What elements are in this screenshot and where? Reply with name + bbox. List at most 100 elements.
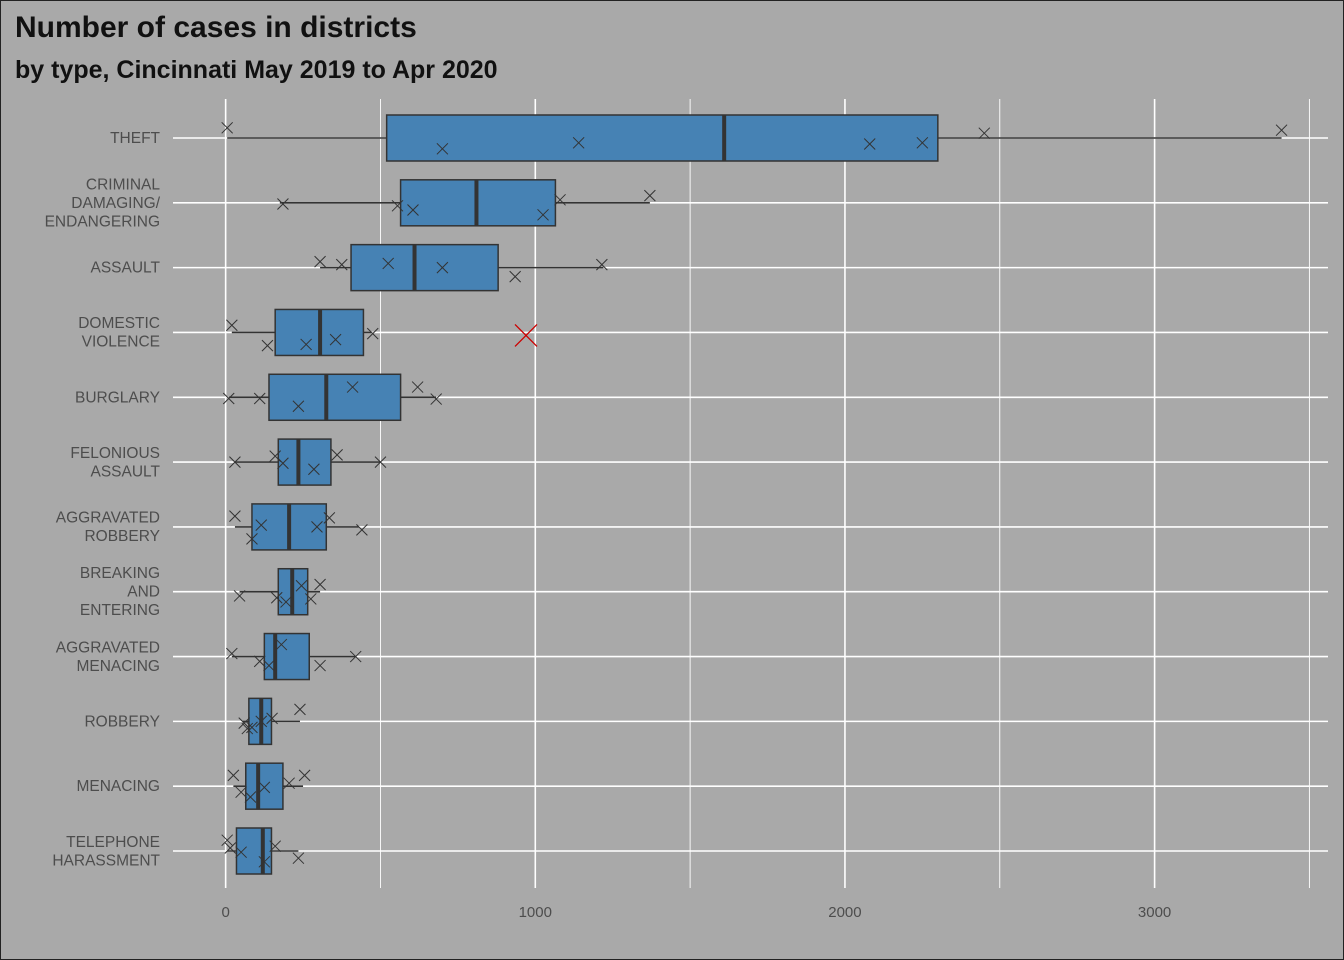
jitter-point [298,769,311,782]
jitter-point-stroke-b [221,834,234,847]
jitter-point [277,457,289,470]
jitter-point-stroke-b [253,392,266,405]
jitter-point [863,138,876,150]
jitter-point [221,834,234,847]
jitter-point [244,791,257,803]
category-group: CRIMINAL DAMAGING/ENDANGERING [45,176,650,230]
jitter-point-stroke-b [253,655,266,668]
y-tick-label: BURGLARY [75,389,160,406]
y-tick-label: FELONIOUS [70,445,160,462]
jitter-point-stroke-b [374,456,387,468]
y-tick-label: ENDANGERING [45,213,160,230]
jitter-point-stroke-b [311,521,323,533]
jitter-point [596,258,608,271]
jitter-point-stroke-b [436,142,449,155]
box [350,243,499,292]
jitter-point [255,519,268,531]
category-group: ASSAULT [91,243,604,292]
jitter-point-stroke-b [229,456,241,468]
y-tick-label: AGGRAVATED [56,639,160,656]
jitter-point-stroke-b [294,703,306,716]
jitter-point-stroke-b [222,392,235,405]
jitter-point-stroke-b [346,381,359,393]
jitter-point-stroke-b [298,769,311,782]
jitter-point [224,842,237,854]
jitter-point-stroke-b [978,127,991,140]
jitter-point [221,121,234,134]
jitter-point-stroke-b [263,659,275,672]
jitter-point-stroke-b [233,590,246,602]
y-tick-label: ROBBERY [84,713,160,730]
y-tick-label: HARASSMENT [52,852,160,869]
jitter-point [331,449,343,461]
jitter-point-stroke-b [283,777,295,790]
jitter-point [225,647,238,660]
jitter-point-stroke-b [275,638,288,651]
jitter-point [225,319,238,332]
y-tick-label: TELEPHONE [66,834,160,851]
jitter-point [572,136,585,149]
jitter-point-stroke-b [225,647,238,660]
jitter-point-stroke-b [308,463,320,476]
jitter-point [229,510,241,522]
jitter-point [366,327,379,340]
jitter-point [227,769,240,782]
jitter-point [292,852,305,865]
jitter-point-stroke-b [258,781,271,794]
box [268,373,402,422]
jitter-point-stroke-b [255,715,268,728]
category-group: MENACING [76,762,304,810]
jitter-point [1275,124,1288,137]
jitter-point [270,591,283,604]
category-group: THEFT [110,114,1282,162]
jitter-point [241,722,254,735]
category-group: AGGRAVATED MENACING [56,632,356,681]
jitter-point-stroke-b [221,121,234,134]
jitter-point-stroke-b [255,519,268,531]
jitter-point-stroke-b [300,338,313,351]
jitter-point [346,381,359,393]
y-tick-label: THEFT [110,130,160,147]
box [263,632,310,681]
jitter-point [255,715,268,728]
jitter-point [323,512,336,524]
jitter-point [537,208,549,221]
jitter-point-stroke-b [314,659,326,672]
jitter-point-stroke-b [1275,124,1288,137]
outlier-point-stroke-b [514,323,538,347]
jitter-point [391,199,404,212]
jitter-point-stroke-b [277,198,289,210]
y-tick-label: MENACING [76,658,160,675]
jitter-point-stroke-b [241,722,254,735]
y-tick-label: AGGRAVATED [56,510,160,527]
jitter-point-stroke-b [366,327,379,340]
jitter-point-stroke-b [261,339,274,352]
jitter-point [374,456,387,468]
chart-title: Number of cases in districts [15,11,417,44]
jitter-point [314,578,326,591]
jitter-point-stroke-b [238,717,251,730]
y-tick-label: VIOLENCE [82,334,160,351]
jitter-point [430,393,443,405]
jitter-point [356,524,368,536]
jitter-point [314,659,326,672]
y-tick-label: ASSAULT [91,463,161,480]
jitter-point-stroke-b [235,786,247,799]
grid [173,99,1328,888]
jitter-point [329,333,342,346]
jitter-point [229,456,241,468]
jitter-point [554,193,566,206]
jitter-point [235,846,247,859]
jitter-point-stroke-b [225,319,238,332]
jitter-point-stroke-b [436,261,449,274]
jitter-point-stroke-b [554,193,566,206]
jitter-point [407,204,419,216]
jitter-point [280,596,292,608]
box [277,438,332,486]
jitter-point-stroke-b [304,593,317,605]
jitter-point-stroke-b [509,270,522,283]
x-tick-label: 3000 [1138,904,1171,921]
